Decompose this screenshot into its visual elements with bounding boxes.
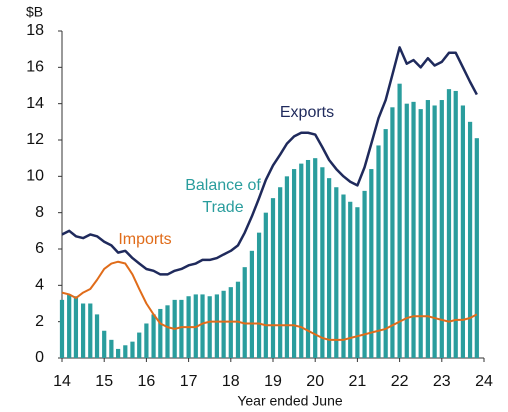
bar [116,348,121,358]
bar [137,332,142,358]
line [61,260,478,341]
bar [88,303,93,358]
bar [474,138,479,358]
bar [432,105,437,358]
y-tick-label: 12 [26,131,44,148]
bar [320,167,325,358]
x-tick-label: 24 [475,373,493,390]
bar [362,190,367,358]
line [61,46,478,276]
bar [249,250,255,358]
bar [67,294,72,358]
bar [411,101,416,358]
bar [439,100,444,359]
exports-label: Exports [279,104,335,121]
bar [453,90,458,358]
imports-label: Imports [118,231,172,248]
y-unit-label: $B [26,4,43,20]
bar [130,341,135,358]
bar [214,294,219,358]
y-tick-label: 2 [35,313,44,330]
bar [327,178,332,358]
bar [425,100,430,359]
x-tick-label: 21 [349,373,367,390]
bar [144,323,149,358]
bar [334,187,339,358]
bar [221,290,226,358]
bar [270,198,276,358]
bar [207,296,212,358]
bar [165,305,170,358]
bar [123,345,128,358]
bar [59,299,65,358]
bar [383,129,388,358]
bar [200,294,205,358]
bar [467,121,473,358]
bar [263,212,268,358]
x-tick-label: 16 [138,373,156,390]
y-tick-label: 10 [26,168,44,185]
bar [341,194,346,358]
bar [284,176,290,358]
x-tick-label: 14 [53,373,71,390]
bar [305,159,311,358]
x-tick-label: 17 [180,373,198,390]
x-tick-label: 19 [264,373,282,390]
bar [94,314,100,358]
bar [179,299,184,358]
bar [299,163,304,358]
y-tick-label: 6 [35,240,44,257]
bar [235,281,241,358]
balance-label: Balance of Trade [185,177,261,216]
bar [313,158,318,358]
x-tick-label: 20 [306,373,324,390]
bar [390,107,395,358]
y-tick-label: 18 [26,22,44,39]
bar [102,330,107,358]
bar [242,267,247,358]
bar [404,103,409,359]
bar [73,296,79,358]
bar [369,169,374,358]
x-tick-label: 23 [433,373,451,390]
bar [460,105,466,358]
bar [80,303,86,358]
y-tick-label: 4 [35,277,44,294]
bar [376,145,381,358]
y-tick-label: 14 [26,95,44,112]
bar [418,109,423,358]
bar [397,83,402,358]
x-axis-label: Year ended June [237,393,343,409]
bar [256,232,262,358]
bar [291,169,297,358]
bar [446,89,452,358]
x-tick-label: 15 [95,373,113,390]
y-tick-label: 0 [35,349,44,366]
bar [355,207,360,358]
bar [158,308,163,358]
bar [278,187,283,358]
bar [348,201,353,358]
y-tick-label: 8 [35,204,44,221]
bar [151,314,156,358]
x-tick-label: 22 [391,373,409,390]
bar [109,339,114,358]
y-tick-label: 16 [26,59,44,76]
x-tick-label: 18 [222,373,240,390]
